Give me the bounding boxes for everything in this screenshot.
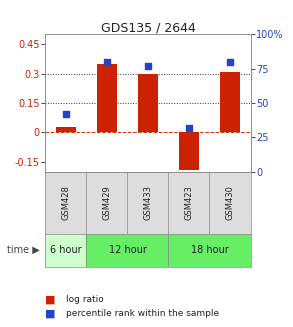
Text: 18 hour: 18 hour [191,245,228,255]
Point [64,112,68,117]
Point [228,59,232,64]
Bar [179,132,199,170]
Text: 6 hour: 6 hour [50,245,82,255]
Point [105,59,109,64]
Bar [56,127,76,132]
Text: ■: ■ [45,294,56,304]
Bar [220,72,240,132]
Bar [97,64,117,132]
Text: GSM428: GSM428 [62,185,70,220]
Bar [138,74,158,132]
Bar [168,234,251,267]
Point [187,125,191,130]
Bar [86,234,168,267]
Title: GDS135 / 2644: GDS135 / 2644 [100,21,195,34]
Text: GSM423: GSM423 [185,185,193,220]
Text: ■: ■ [45,309,56,319]
Text: GSM433: GSM433 [144,185,152,220]
Text: percentile rank within the sample: percentile rank within the sample [66,309,219,318]
Text: time ▶: time ▶ [7,245,40,255]
Bar [45,234,86,267]
Text: log ratio: log ratio [66,295,104,304]
Text: GSM429: GSM429 [103,185,111,220]
Text: GSM430: GSM430 [226,185,234,220]
Point [146,63,150,69]
Text: 12 hour: 12 hour [108,245,146,255]
